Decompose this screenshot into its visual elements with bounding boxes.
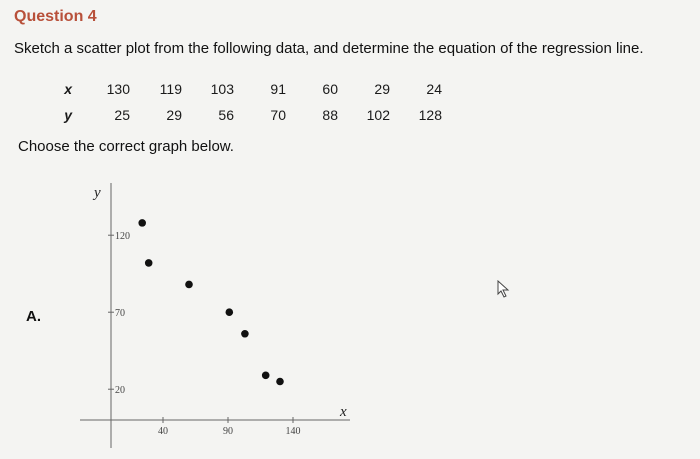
plot-points: [138, 219, 284, 386]
scatter-point: [185, 280, 193, 289]
scatter-point: [276, 377, 284, 386]
y-value: 88: [322, 107, 338, 123]
x-header: x: [64, 81, 72, 97]
plot-axes: xy: [80, 183, 350, 448]
y-value: 128: [418, 107, 442, 123]
x-tick-label: 90: [223, 426, 233, 437]
plot-ticks: 40 90 140 20 70 120: [108, 231, 301, 437]
x-tick-label: 140: [286, 426, 301, 437]
x-value: 60: [322, 81, 338, 97]
scatter-point: [261, 371, 270, 380]
scatter-point: [241, 329, 249, 338]
choose-instruction: Choose the correct graph below.: [18, 138, 234, 155]
x-value: 103: [210, 81, 234, 97]
option-a-label[interactable]: A.: [26, 308, 41, 325]
scatter-point: [138, 219, 146, 227]
y-value: 70: [270, 107, 286, 123]
x-axis-label: x: [339, 404, 347, 420]
x-value: 130: [106, 81, 130, 97]
question-title: Question 4: [14, 8, 97, 25]
x-value: 24: [426, 81, 442, 97]
x-value: 119: [159, 81, 182, 97]
x-value: 91: [270, 81, 286, 97]
data-row-x: x 130 119 103 91 60 29 24: [48, 76, 442, 102]
data-row-y: y 25 29 56 70 88 102 128: [48, 102, 442, 128]
y-header: y: [64, 107, 72, 123]
y-tick-label: 20: [115, 385, 125, 396]
y-tick-label: 70: [115, 308, 125, 319]
data-table: x 130 119 103 91 60 29 24 y 25 29 56 70 …: [48, 76, 442, 128]
mouse-cursor-icon: [497, 280, 510, 298]
y-tick-label: 120: [115, 231, 130, 242]
x-tick-label: 40: [158, 426, 168, 437]
scatter-point: [225, 308, 234, 317]
question-prompt: Sketch a scatter plot from the following…: [14, 40, 644, 57]
y-value: 56: [218, 107, 234, 123]
y-value: 25: [114, 107, 130, 123]
y-axis-label: y: [92, 185, 101, 201]
scatter-point: [144, 259, 153, 267]
x-value: 29: [374, 81, 390, 97]
y-value: 29: [166, 107, 182, 123]
y-value: 102: [366, 107, 390, 123]
